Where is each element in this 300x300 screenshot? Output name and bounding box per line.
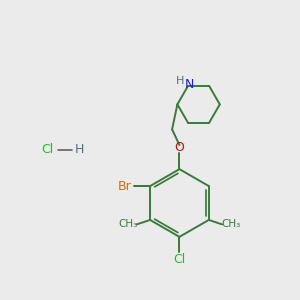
Text: CH₃: CH₃ bbox=[221, 219, 241, 229]
Text: Br: Br bbox=[118, 180, 132, 193]
Text: N: N bbox=[185, 78, 194, 91]
Text: Cl: Cl bbox=[41, 143, 53, 157]
Text: CH₃: CH₃ bbox=[118, 219, 138, 229]
Text: Cl: Cl bbox=[173, 253, 186, 266]
Text: H: H bbox=[176, 76, 184, 86]
Text: H: H bbox=[75, 143, 84, 157]
Text: O: O bbox=[175, 141, 184, 154]
